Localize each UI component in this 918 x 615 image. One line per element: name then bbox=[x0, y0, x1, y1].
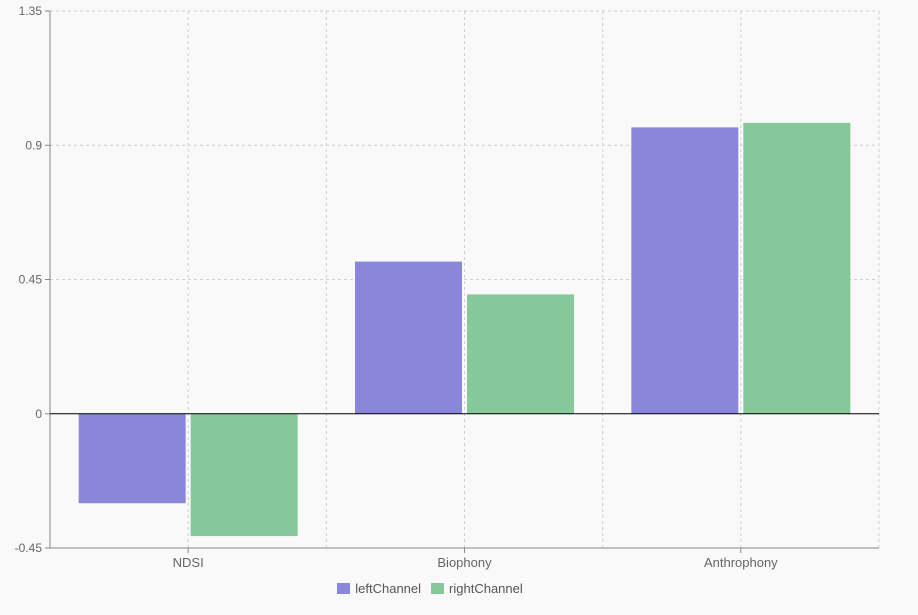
axes: -0.45 0 0.45 0.9 1.35 NDSI Biophony Anthrophony bbox=[15, 4, 879, 570]
bar-rightChannel-Biophony bbox=[467, 294, 574, 414]
y-tick-label: 0.9 bbox=[25, 138, 42, 152]
y-tick-label: -0.45 bbox=[15, 541, 43, 555]
bar-rightChannel-Anthrophony bbox=[743, 122, 851, 414]
bar-leftChannel-NDSI bbox=[78, 413, 186, 504]
y-tick-label: 1.35 bbox=[19, 4, 43, 18]
x-tick-label: NDSI bbox=[173, 555, 204, 570]
y-tick-label: 0.45 bbox=[19, 273, 43, 287]
legend-label-right-channel: rightChannel bbox=[449, 581, 523, 596]
legend: leftChannel rightChannel bbox=[0, 581, 860, 596]
y-tick-label: 0 bbox=[35, 407, 42, 421]
legend-item-left-channel[interactable]: leftChannel bbox=[337, 581, 421, 596]
legend-swatch-right-channel bbox=[431, 583, 445, 594]
legend-item-right-channel[interactable]: rightChannel bbox=[431, 581, 523, 596]
bar-rightChannel-NDSI bbox=[190, 413, 298, 537]
legend-label-left-channel: leftChannel bbox=[355, 581, 422, 596]
bar-leftChannel-Anthrophony bbox=[631, 127, 739, 414]
x-tick-label: Anthrophony bbox=[704, 555, 778, 570]
legend-swatch-left-channel bbox=[337, 583, 351, 594]
x-tick-label: Biophony bbox=[437, 555, 492, 570]
bar-leftChannel-Biophony bbox=[355, 261, 462, 414]
bars bbox=[78, 122, 851, 537]
